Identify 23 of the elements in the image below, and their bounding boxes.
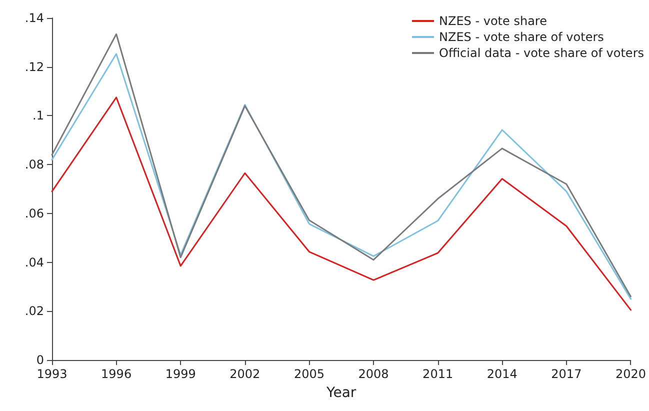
x-tick-label: 2020 (615, 367, 646, 381)
x-tick-label: 2005 (294, 367, 324, 381)
x-tick-label: 2014 (486, 367, 518, 381)
legend-label: NZES - vote share of voters (439, 30, 604, 44)
x-tick-label: 2008 (358, 367, 389, 381)
line-series (51, 96, 632, 311)
x-tick-label: 1999 (165, 367, 196, 381)
y-tick-label: .02 (24, 304, 44, 318)
x-tick-label: 2011 (422, 367, 454, 381)
x-tick-label: 1993 (36, 367, 68, 381)
y-tick-label: .12 (24, 60, 44, 74)
x-tick-label: 2002 (230, 367, 260, 381)
legend-label: Official data - vote share of voters (439, 46, 644, 60)
y-tick-label: 0 (36, 353, 44, 367)
y-tick-label: .1 (32, 108, 44, 123)
legend-label: NZES - vote share (439, 14, 547, 28)
y-tick-label: .04 (24, 255, 44, 270)
y-tick-label: .14 (24, 11, 44, 25)
x-axis-title: Year (326, 385, 356, 401)
x-tick-label: 1996 (101, 367, 132, 381)
y-tick-label: .08 (24, 158, 44, 172)
y-tick-label: .06 (24, 206, 44, 220)
x-tick-label: 2017 (551, 367, 582, 381)
